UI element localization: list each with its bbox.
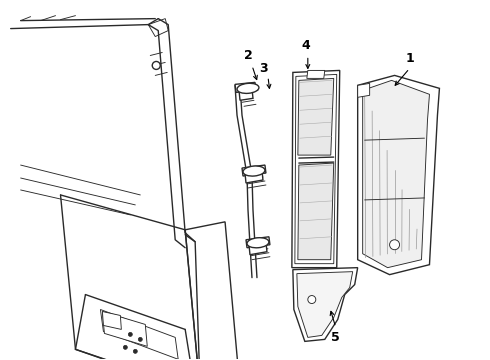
Polygon shape	[249, 242, 267, 255]
Circle shape	[390, 240, 399, 250]
Polygon shape	[102, 311, 122, 329]
Text: 5: 5	[331, 331, 340, 344]
Polygon shape	[358, 84, 369, 97]
Polygon shape	[100, 310, 178, 359]
Ellipse shape	[243, 166, 265, 176]
Polygon shape	[292, 71, 340, 268]
Text: 3: 3	[260, 62, 268, 75]
Polygon shape	[242, 165, 266, 176]
Circle shape	[123, 345, 127, 349]
Polygon shape	[235, 82, 256, 92]
Polygon shape	[185, 222, 240, 360]
Text: 4: 4	[301, 39, 310, 52]
Polygon shape	[102, 311, 147, 346]
Circle shape	[308, 296, 316, 303]
Polygon shape	[297, 272, 353, 337]
Polygon shape	[293, 268, 358, 341]
Ellipse shape	[237, 83, 259, 93]
Text: 1: 1	[405, 52, 414, 65]
Polygon shape	[295, 75, 337, 264]
Polygon shape	[358, 75, 440, 275]
Circle shape	[138, 337, 142, 341]
Polygon shape	[148, 19, 168, 37]
Polygon shape	[298, 163, 334, 260]
Circle shape	[152, 62, 160, 69]
Polygon shape	[363, 80, 429, 268]
Polygon shape	[246, 237, 270, 248]
Text: 2: 2	[244, 49, 252, 62]
Polygon shape	[307, 71, 325, 78]
Polygon shape	[239, 88, 253, 100]
Circle shape	[128, 332, 132, 336]
Polygon shape	[298, 78, 334, 155]
Ellipse shape	[247, 238, 269, 248]
Circle shape	[133, 349, 137, 353]
Polygon shape	[245, 170, 263, 183]
